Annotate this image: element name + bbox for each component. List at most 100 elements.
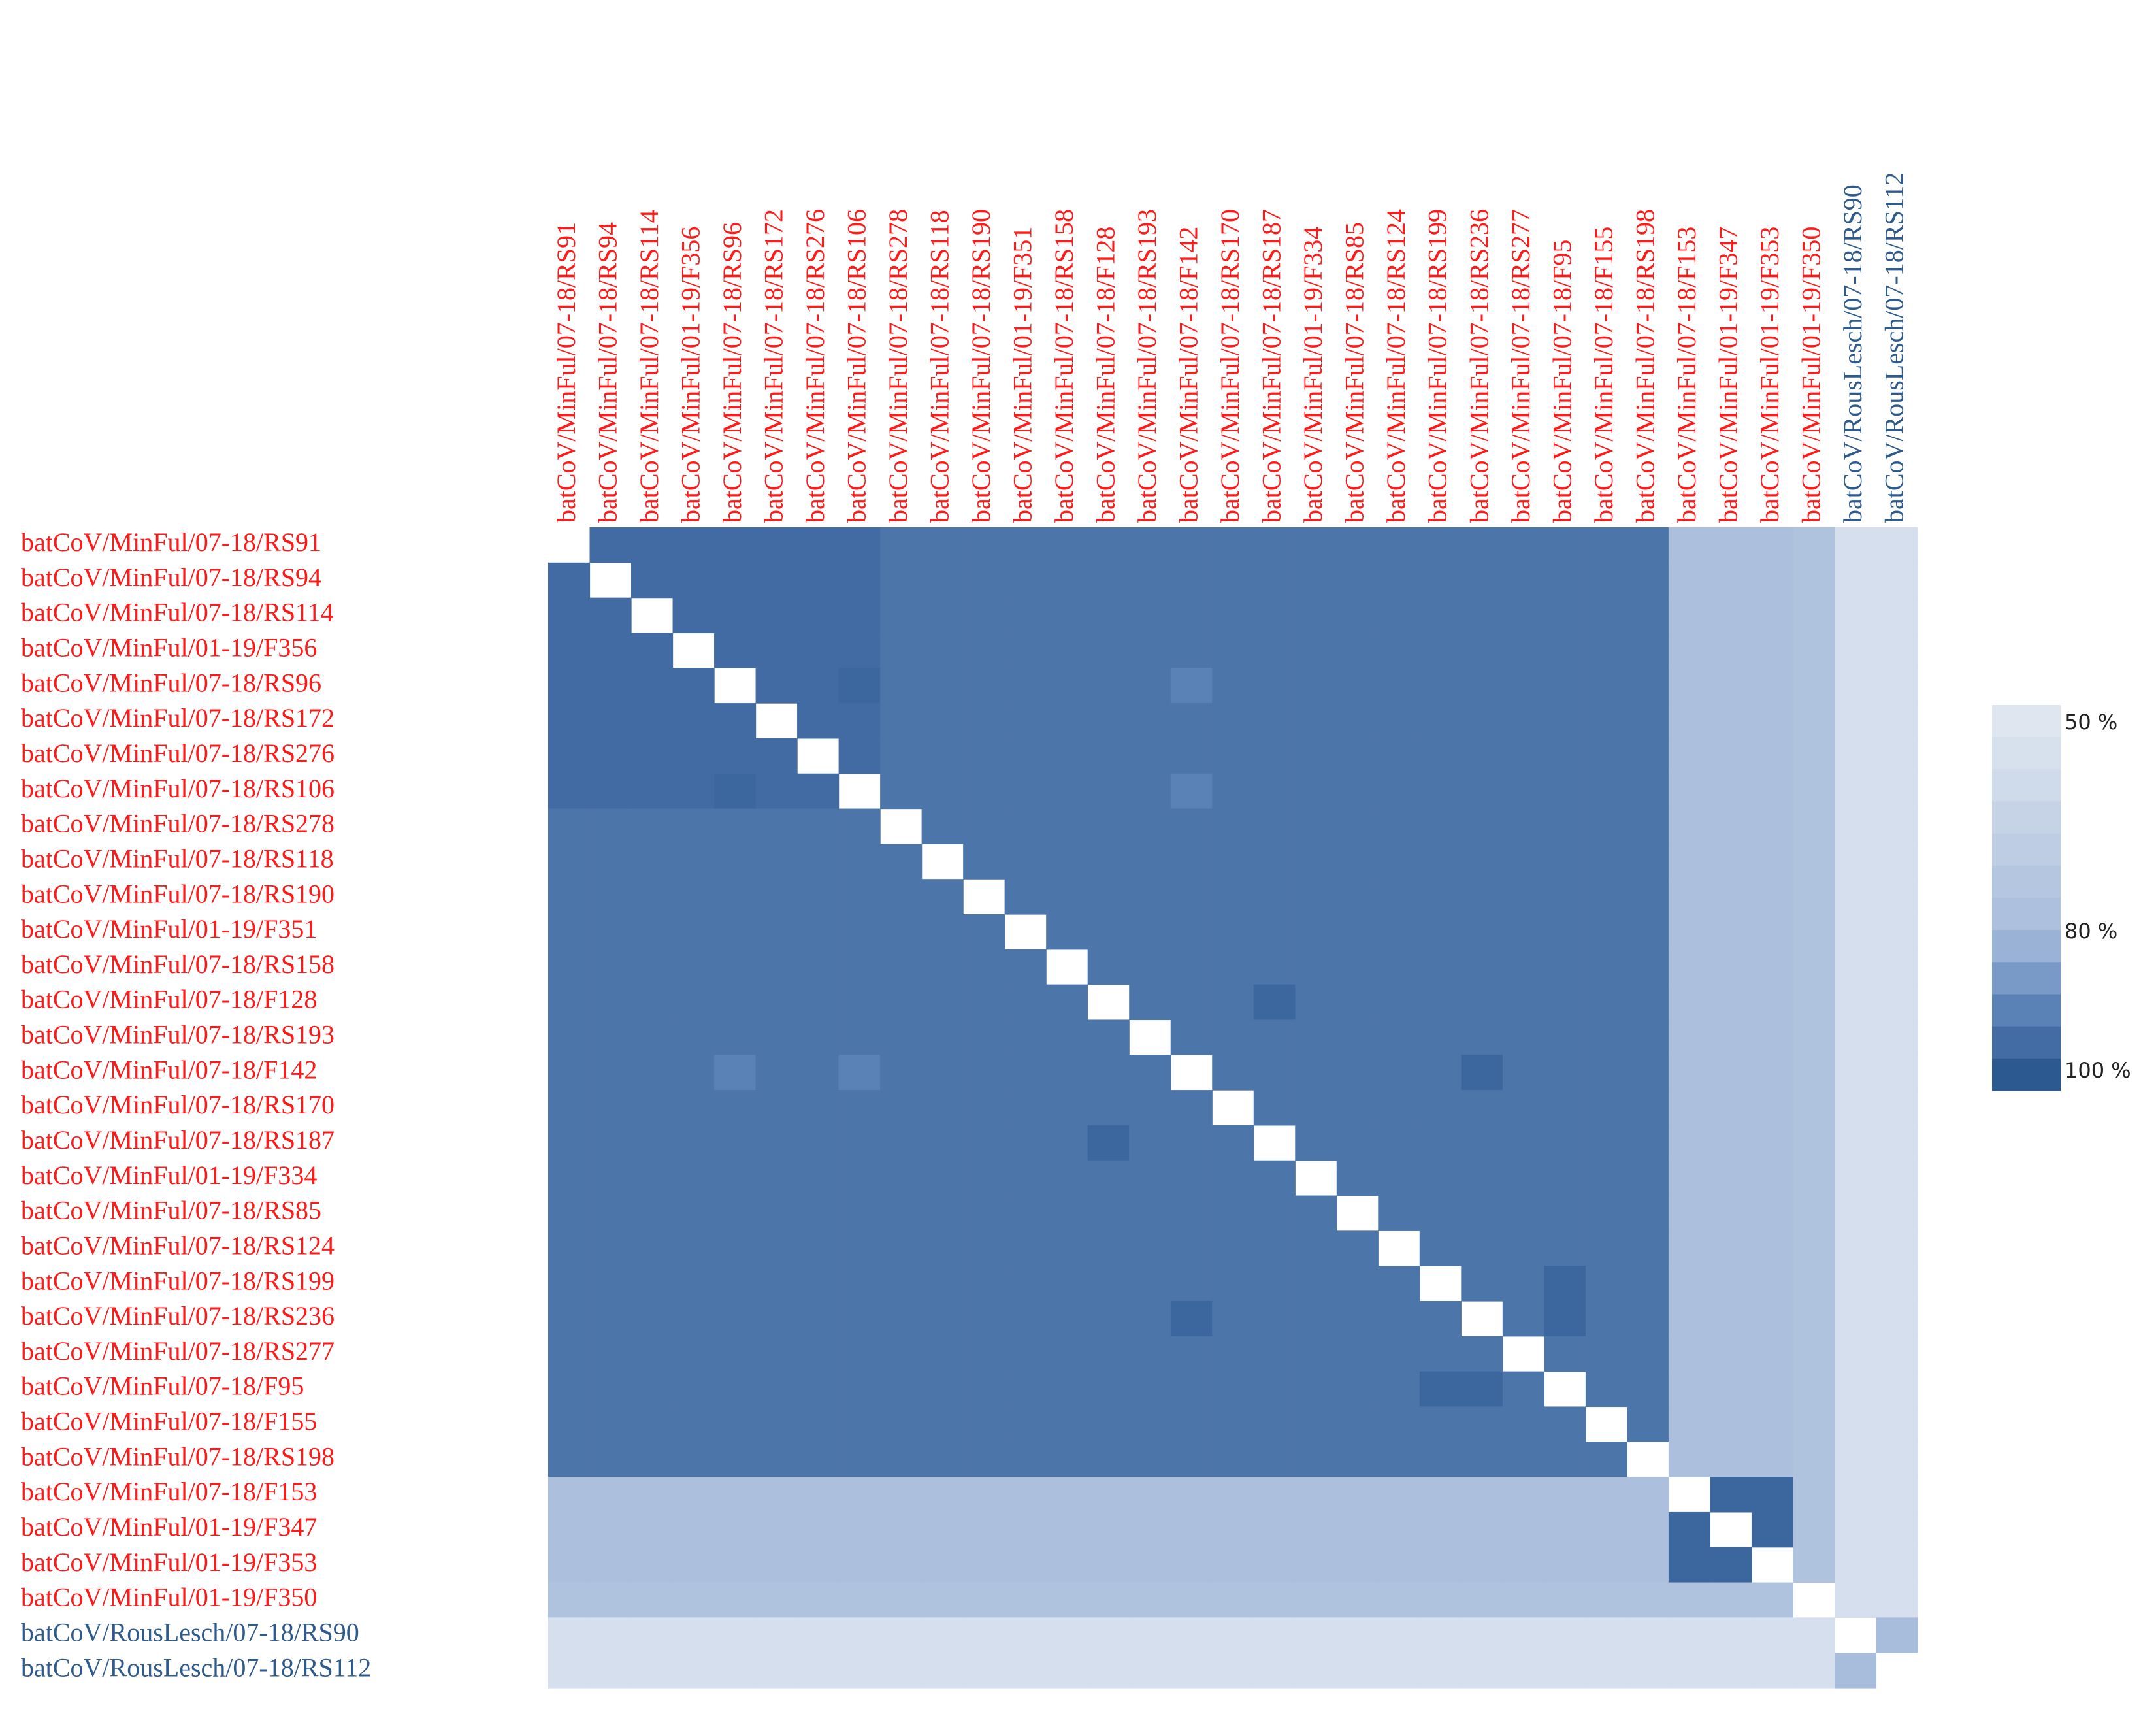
heatmap-cell	[963, 597, 1005, 634]
heatmap-cell	[1378, 914, 1420, 950]
heatmap-cell	[631, 562, 674, 599]
heatmap-cell	[1004, 1125, 1047, 1161]
heatmap-cell	[714, 562, 757, 599]
heatmap-cell	[1212, 844, 1254, 880]
heatmap-cell	[1419, 1230, 1462, 1266]
heatmap-cell	[755, 1125, 798, 1161]
heatmap-cell	[1876, 1406, 1918, 1442]
column-label: batCoV/RousLesch/07-18/RS90	[1838, 184, 1867, 523]
heatmap-cell	[1876, 773, 1918, 810]
heatmap-cell	[797, 879, 840, 915]
heatmap-cell	[1834, 1336, 1877, 1372]
heatmap-cell	[880, 1547, 923, 1583]
heatmap-cell	[921, 1230, 964, 1266]
heatmap-cell	[1834, 1511, 1877, 1548]
heatmap-cell	[880, 703, 923, 739]
heatmap-cell	[1544, 1653, 1586, 1689]
heatmap-cell	[1668, 738, 1711, 774]
heatmap-cell	[921, 1477, 964, 1513]
heatmap-cell	[1751, 984, 1794, 1021]
heatmap-cell	[755, 1090, 798, 1126]
heatmap-cell	[1793, 562, 1835, 599]
column-label: batCoV/MinFul/07-18/RS277	[1506, 209, 1535, 523]
heatmap-cell	[1170, 808, 1213, 844]
heatmap-cell	[631, 1336, 674, 1372]
heatmap-cell	[797, 949, 840, 985]
heatmap-cell	[1419, 633, 1462, 668]
heatmap-cell	[797, 773, 840, 810]
heatmap-cell	[1668, 1090, 1711, 1126]
heatmap-cell	[1834, 633, 1877, 668]
heatmap-cell	[672, 1617, 715, 1653]
heatmap-cell	[589, 1653, 632, 1689]
heatmap-cell	[1627, 668, 1669, 704]
heatmap-cell	[1751, 1511, 1794, 1548]
heatmap-cell	[1419, 1511, 1462, 1548]
heatmap-cell	[1834, 773, 1877, 810]
heatmap-cell	[1461, 738, 1503, 774]
heatmap-cell	[1004, 668, 1047, 704]
heatmap-cell	[1627, 597, 1669, 634]
colorbar-band	[1992, 769, 2061, 802]
heatmap-cell	[1046, 1055, 1088, 1091]
heatmap-cell	[1502, 1019, 1544, 1055]
heatmap-cell	[1295, 527, 1337, 563]
heatmap-cell	[1751, 879, 1794, 915]
heatmap-cell	[1793, 808, 1835, 844]
heatmap-cell	[1793, 1019, 1835, 1055]
heatmap-cell	[1668, 1582, 1711, 1618]
heatmap-cell	[921, 1090, 964, 1126]
heatmap-cell	[714, 1371, 757, 1408]
heatmap-cell	[1170, 1406, 1213, 1442]
row-label: batCoV/MinFul/07-18/RS172	[21, 703, 335, 733]
heatmap-cell	[1627, 1195, 1669, 1231]
heatmap-cell	[1129, 1547, 1171, 1583]
heatmap-cell	[1212, 1195, 1254, 1231]
heatmap-cell	[1585, 703, 1627, 739]
heatmap-cell	[797, 914, 840, 950]
heatmap-cell	[631, 1477, 674, 1513]
heatmap-cell	[1212, 949, 1254, 985]
heatmap-cell	[589, 984, 632, 1021]
heatmap-cell	[880, 1055, 923, 1091]
heatmap-cell	[1295, 1195, 1337, 1231]
heatmap-cell	[880, 879, 923, 915]
heatmap-cell	[1212, 1653, 1254, 1689]
heatmap-cell	[963, 984, 1005, 1021]
heatmap-cell	[755, 668, 798, 704]
column-label: batCoV/MinFul/07-18/RS193	[1132, 209, 1162, 523]
heatmap-cell	[1253, 1582, 1296, 1618]
heatmap-cell	[1004, 1195, 1047, 1231]
heatmap-cell	[1046, 773, 1088, 810]
heatmap-cell	[589, 808, 632, 844]
heatmap-cell	[1336, 1406, 1379, 1442]
heatmap-cell	[589, 844, 632, 880]
heatmap-cell	[1461, 1547, 1503, 1583]
heatmap-cell	[1253, 1301, 1296, 1337]
heatmap-cell	[1627, 527, 1669, 563]
heatmap-cell	[1585, 1336, 1627, 1372]
heatmap-cell	[1834, 1266, 1877, 1302]
heatmap-cell	[1544, 914, 1586, 950]
heatmap-cell	[1046, 914, 1088, 950]
heatmap-cell	[1585, 1019, 1627, 1055]
heatmap-cell	[1378, 1617, 1420, 1653]
heatmap-cell	[1129, 914, 1171, 950]
heatmap-cell	[589, 1090, 632, 1126]
heatmap-cell	[1170, 1442, 1213, 1477]
heatmap-cell	[1502, 914, 1544, 950]
heatmap-cell	[1793, 1055, 1835, 1091]
heatmap-cell	[1004, 1547, 1047, 1583]
heatmap-cell	[880, 527, 923, 563]
heatmap-cell	[548, 597, 591, 634]
heatmap-cell	[1585, 1371, 1627, 1408]
heatmap-cell	[672, 1301, 715, 1337]
heatmap-cell	[1295, 1442, 1337, 1477]
heatmap-cell	[1461, 984, 1503, 1021]
heatmap-cell	[1627, 984, 1669, 1021]
heatmap-cell	[1295, 633, 1337, 668]
heatmap-cell	[963, 1055, 1005, 1091]
heatmap-cell	[963, 914, 1005, 950]
heatmap-cell	[1502, 984, 1544, 1021]
heatmap-cell	[1046, 668, 1088, 704]
